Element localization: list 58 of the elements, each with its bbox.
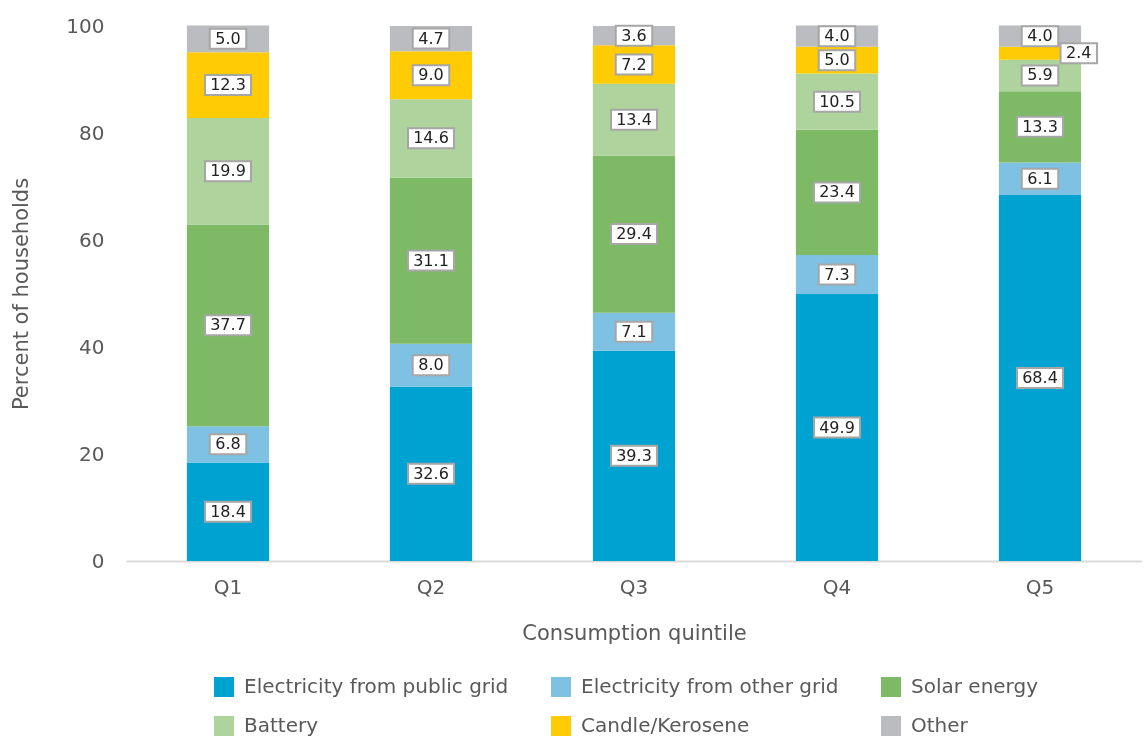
y-tick-label: 20 — [79, 441, 105, 466]
data-label: 31.1 — [413, 250, 449, 270]
x-tick-label: Q1 — [213, 574, 243, 599]
data-label: 5.9 — [1027, 65, 1053, 85]
y-tick-label: 100 — [66, 13, 105, 38]
data-label: 2.4 — [1066, 43, 1092, 63]
y-axis-title: Percent of households — [9, 177, 34, 411]
bar — [389, 177, 473, 344]
bar — [998, 195, 1082, 561]
data-label: 4.0 — [1027, 26, 1053, 46]
legend-label: Other — [911, 713, 969, 737]
data-label: 32.6 — [413, 463, 449, 483]
bar — [795, 129, 879, 255]
bar — [389, 386, 473, 561]
data-label: 23.4 — [819, 182, 855, 202]
data-label: 8.0 — [418, 355, 444, 375]
y-tick-label: 80 — [79, 120, 105, 145]
legend-label: Electricity from public grid — [244, 674, 509, 698]
data-label: 19.9 — [210, 161, 246, 181]
data-label: 37.7 — [210, 315, 246, 335]
legend-label: Candle/Kerosene — [581, 713, 750, 737]
data-label: 18.4 — [210, 501, 246, 521]
data-label: 6.8 — [215, 434, 241, 454]
data-label: 5.0 — [824, 50, 850, 70]
data-label: 4.0 — [824, 26, 850, 46]
data-label: 68.4 — [1022, 368, 1058, 388]
data-label: 14.6 — [413, 128, 449, 148]
data-label: 9.0 — [418, 65, 444, 85]
data-label: 6.1 — [1027, 168, 1053, 188]
data-label: 7.3 — [824, 264, 850, 284]
y-tick-label: 60 — [79, 227, 105, 252]
x-axis-title: Consumption quintile — [522, 620, 747, 645]
y-tick-label: 40 — [79, 334, 105, 359]
data-label: 4.7 — [418, 28, 444, 48]
data-label: 5.0 — [215, 28, 241, 48]
bar — [186, 118, 270, 225]
x-tick-label: Q3 — [619, 574, 649, 599]
data-label: 13.4 — [616, 109, 652, 129]
legend-label: Battery — [244, 713, 319, 737]
data-label: 3.6 — [621, 25, 647, 45]
data-label: 7.2 — [621, 54, 647, 74]
bar — [592, 155, 676, 313]
bar — [186, 224, 270, 427]
x-tick-label: Q2 — [416, 574, 446, 599]
data-label: 49.9 — [819, 417, 855, 437]
data-label: 29.4 — [616, 224, 652, 244]
bar — [795, 294, 879, 561]
bar — [592, 350, 676, 561]
x-tick-label: Q4 — [822, 574, 852, 599]
data-label: 10.5 — [819, 91, 855, 111]
legend-label: Electricity from other grid — [581, 674, 839, 698]
data-label: 12.3 — [210, 75, 246, 95]
legend-label: Solar energy — [911, 674, 1039, 698]
data-label: 39.3 — [616, 445, 652, 465]
data-label: 7.1 — [621, 321, 647, 341]
y-tick-label: 0 — [91, 548, 105, 573]
x-tick-label: Q5 — [1025, 574, 1055, 599]
data-label: 13.3 — [1022, 116, 1058, 136]
